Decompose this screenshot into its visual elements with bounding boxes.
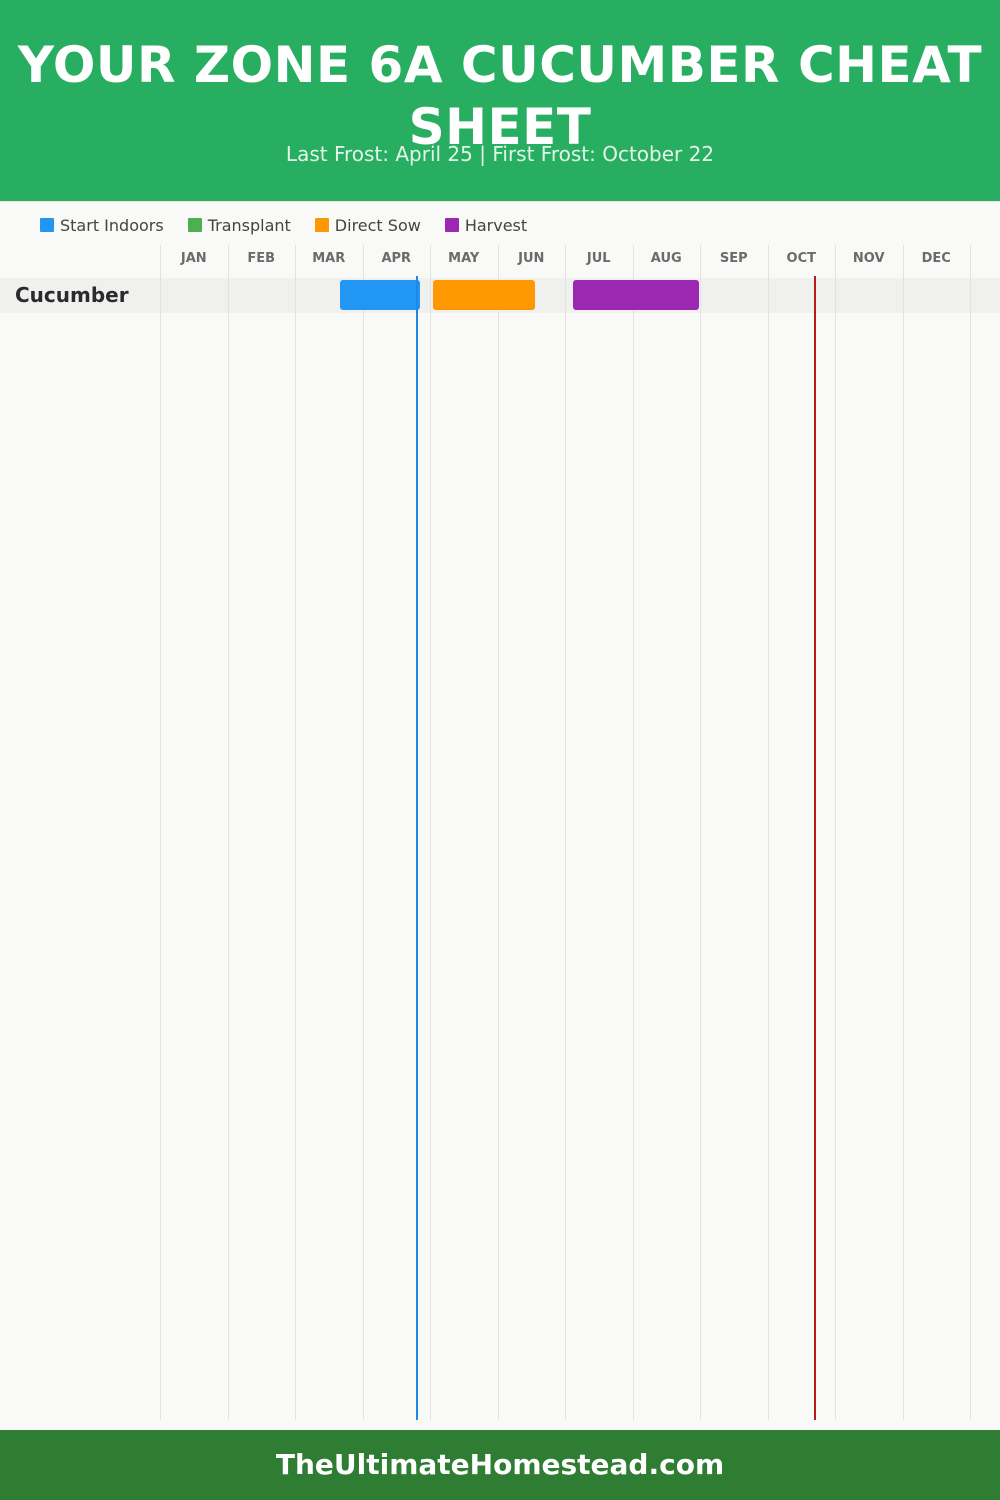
month-gridline <box>767 245 769 1420</box>
footer-site-link[interactable]: TheUltimateHomestead.com <box>275 1448 725 1481</box>
header-divider <box>0 201 1000 202</box>
row-label-cucumber: Cucumber <box>15 283 129 307</box>
bar-harvest <box>573 280 699 310</box>
month-gridline <box>227 245 229 1420</box>
month-gridline <box>902 245 904 1420</box>
month-label-jan: JAN <box>180 251 207 266</box>
month-gridline <box>497 245 499 1420</box>
last-frost-line <box>415 276 418 1420</box>
month-label-may: MAY <box>448 251 480 266</box>
month-label-nov: NOV <box>852 251 885 266</box>
month-label-feb: FEB <box>247 251 276 266</box>
frost-dates-subtitle: Last Frost: April 25 | First Frost: Octo… <box>285 142 715 166</box>
legend-item: Transplant <box>187 215 291 235</box>
legend-label: Direct Sow <box>334 215 421 235</box>
month-gridline <box>835 245 836 1420</box>
legend-label: Harvest <box>464 215 528 235</box>
month-label-mar: MAR <box>312 251 346 266</box>
month-gridline <box>700 245 701 1420</box>
legend-swatch <box>444 218 459 232</box>
month-label-aug: AUG <box>650 251 682 266</box>
legend-swatch <box>187 218 202 232</box>
month-label-apr: APR <box>381 251 412 266</box>
bar-direct-sow <box>433 280 535 310</box>
legend-swatch <box>314 218 329 232</box>
legend-label: Transplant <box>207 215 291 235</box>
month-gridline <box>362 245 364 1420</box>
legend-swatch <box>40 218 54 232</box>
month-label-sep: SEP <box>719 251 748 266</box>
month-label-jun: JUN <box>518 251 545 266</box>
legend-label: Start Indoors <box>60 215 164 235</box>
page-title: YOUR ZONE 6A CUCUMBER CHEAT SHEET <box>17 36 983 156</box>
header-banner: YOUR ZONE 6A CUCUMBER CHEAT SHEET Last F… <box>0 0 1000 201</box>
month-label-jul: JUL <box>586 251 611 266</box>
month-gridline <box>565 245 566 1420</box>
month-label-dec: DEC <box>921 251 951 266</box>
legend-item: Harvest <box>444 215 528 235</box>
chart-legend: Start Indoors Transplant Direct Sow Harvest <box>40 214 551 236</box>
month-label-oct: OCT <box>786 251 816 266</box>
month-gridline <box>295 245 296 1420</box>
month-gridline <box>160 245 161 1420</box>
legend-item: Direct Sow <box>314 215 421 235</box>
month-gridline <box>970 245 971 1420</box>
legend-item: Start Indoors <box>40 216 164 235</box>
first-frost-line <box>813 276 816 1420</box>
bar-start-indoors <box>340 280 420 310</box>
month-gridline <box>632 245 634 1420</box>
month-gridline <box>430 245 431 1420</box>
footer-banner: TheUltimateHomestead.com <box>0 1430 1000 1500</box>
